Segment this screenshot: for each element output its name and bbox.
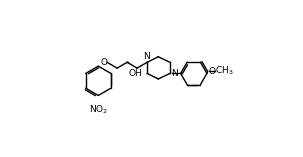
Text: OH: OH bbox=[129, 69, 142, 78]
Text: O: O bbox=[208, 67, 215, 76]
Text: NO$_2$: NO$_2$ bbox=[89, 104, 108, 116]
Text: CH$_3$: CH$_3$ bbox=[215, 65, 234, 77]
Text: O: O bbox=[100, 58, 107, 67]
Text: N: N bbox=[143, 52, 150, 61]
Text: N: N bbox=[171, 69, 178, 78]
